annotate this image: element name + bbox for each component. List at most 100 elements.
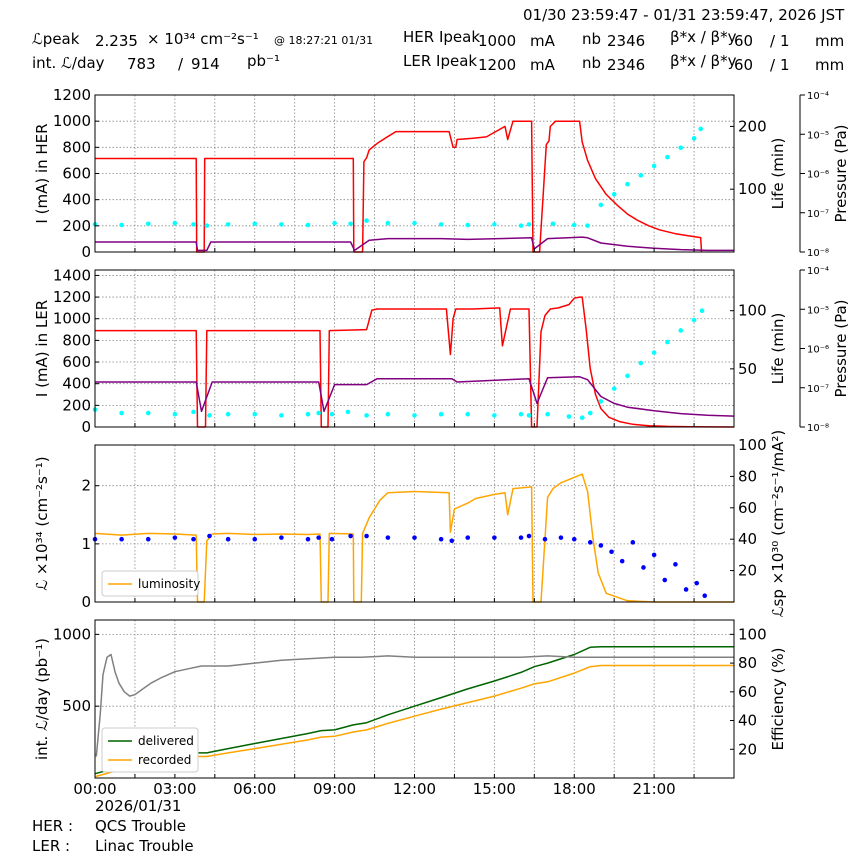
intl-label: int. ℒ/day (32, 54, 105, 72)
lifetime-point (465, 222, 471, 228)
y2-tick-label: 80 (738, 654, 757, 672)
lifetime-point (438, 411, 444, 417)
specific-luminosity-point (526, 533, 532, 539)
specific-luminosity-point (641, 565, 646, 570)
y3-tick-label: 10⁻⁶ (807, 170, 829, 181)
lifetime-point (279, 413, 284, 418)
lifetime-point (665, 339, 670, 345)
y2-tick-label: 20 (738, 562, 757, 580)
lifetime-point (638, 360, 644, 366)
lifetime-point (279, 222, 284, 227)
pressure-line (95, 236, 734, 252)
lifetime-point (625, 373, 630, 379)
lifetime-point (526, 413, 532, 418)
ler-ipeak-unit: mA (530, 56, 555, 74)
her-beta-x: 60 (734, 32, 754, 50)
lifetime-point (579, 415, 585, 420)
specific-luminosity-point (492, 535, 497, 540)
her-beta-y: 1 (780, 32, 790, 50)
x-tick-label: 12:00 (393, 780, 436, 798)
specific-luminosity-point (329, 536, 335, 542)
legend-box (101, 727, 199, 773)
x-tick-label: 03:00 (153, 780, 196, 798)
y-axis-label: ℒ ×10³⁴ (cm⁻²s⁻¹) (33, 456, 51, 590)
lifetime-point (566, 414, 572, 419)
her-beta-label: β*x / β*y (670, 28, 737, 46)
specific-luminosity-point (662, 577, 668, 583)
specific-luminosity-point (438, 536, 444, 542)
y2-tick-label: 100 (738, 180, 767, 198)
specific-luminosity-point (683, 587, 689, 592)
her-ipeak-value: 1000 (478, 32, 517, 50)
y3-axis-label: Pressure (Pa) (832, 124, 850, 222)
lifetime-point (316, 410, 321, 416)
specific-luminosity-point (172, 535, 178, 540)
y2-tick-label: 100 (738, 625, 767, 643)
legend-box (101, 570, 199, 597)
lpeak-time: @ 18:27:21 01/31 (274, 34, 374, 47)
y-axis-label: I (mA) in LER (33, 300, 51, 397)
y2-tick-label: 80 (738, 467, 757, 485)
intl-recorded: 783 (127, 55, 156, 73)
lifetime-point (438, 222, 444, 227)
panel-2 (92, 269, 805, 428)
footer-date: 2026/01/31 (95, 797, 182, 815)
ler-nb-value: 2346 (607, 56, 646, 74)
ler-ipeak-label: LER Ipeak (403, 52, 478, 70)
y2-tick-label: 40 (738, 530, 757, 548)
specific-luminosity-point (316, 535, 321, 540)
specific-luminosity-point (673, 562, 678, 567)
y-tick-label: 1000 (53, 310, 91, 328)
specific-luminosity-point (609, 549, 614, 555)
lifetime-point (585, 223, 590, 228)
lifetime-point (691, 136, 697, 141)
efficiency-line (95, 653, 734, 757)
y-tick-label: 2 (81, 477, 91, 495)
y3-tick-label: 10⁻⁸ (807, 423, 829, 434)
lifetime-point (119, 410, 124, 416)
panel-4 (94, 619, 735, 779)
y-tick-label: 0 (81, 418, 91, 436)
lifetime-point (651, 350, 657, 355)
specific-luminosity-point (651, 552, 657, 558)
y2-tick-label: 50 (738, 360, 757, 378)
lifetime-point (518, 223, 524, 228)
specific-luminosity-point (225, 536, 231, 542)
lifetime-point (252, 221, 258, 227)
lifetime-point (625, 181, 630, 187)
lifetime-point (587, 410, 593, 416)
y3-tick-label: 10⁻⁶ (807, 345, 829, 356)
x-tick-label: 18:00 (553, 780, 596, 798)
specific-luminosity-point (207, 533, 212, 539)
lifetime-point (252, 411, 258, 417)
x-tick-label: 21:00 (633, 780, 676, 798)
lifetime-point (598, 399, 604, 404)
lifetime-point (204, 223, 210, 228)
y-tick-label: 600 (62, 165, 91, 183)
y-tick-label: 600 (62, 353, 91, 371)
lifetime-point (571, 222, 577, 228)
lifetime-point (651, 163, 657, 169)
y2-tick-label: 60 (738, 683, 757, 701)
intl-sep: / (178, 55, 184, 73)
y2-axis-label: Efficiency (%) (769, 648, 787, 751)
ler-beta-y: 1 (780, 56, 790, 74)
x-tick-label: 06:00 (233, 780, 276, 798)
x-tick-label: 00:00 (73, 780, 116, 798)
y3-axis-label: Pressure (Pa) (832, 299, 850, 397)
y-tick-label: 800 (62, 331, 91, 349)
specific-luminosity-point (465, 535, 471, 540)
y-tick-label: 1000 (53, 112, 91, 130)
lifetime-point (611, 191, 617, 197)
lifetime-point (492, 222, 497, 227)
y2-axis-label: Life (min) (769, 313, 787, 385)
specific-luminosity-point (119, 536, 124, 542)
specific-luminosity-point (145, 536, 151, 542)
footer-her-status: QCS Trouble (95, 817, 186, 835)
specific-luminosity-point (348, 533, 353, 539)
lifetime-point (172, 411, 178, 417)
y-tick-label: 1200 (53, 288, 91, 306)
lifetime-point (305, 222, 311, 228)
specific-luminosity-point (252, 536, 258, 542)
